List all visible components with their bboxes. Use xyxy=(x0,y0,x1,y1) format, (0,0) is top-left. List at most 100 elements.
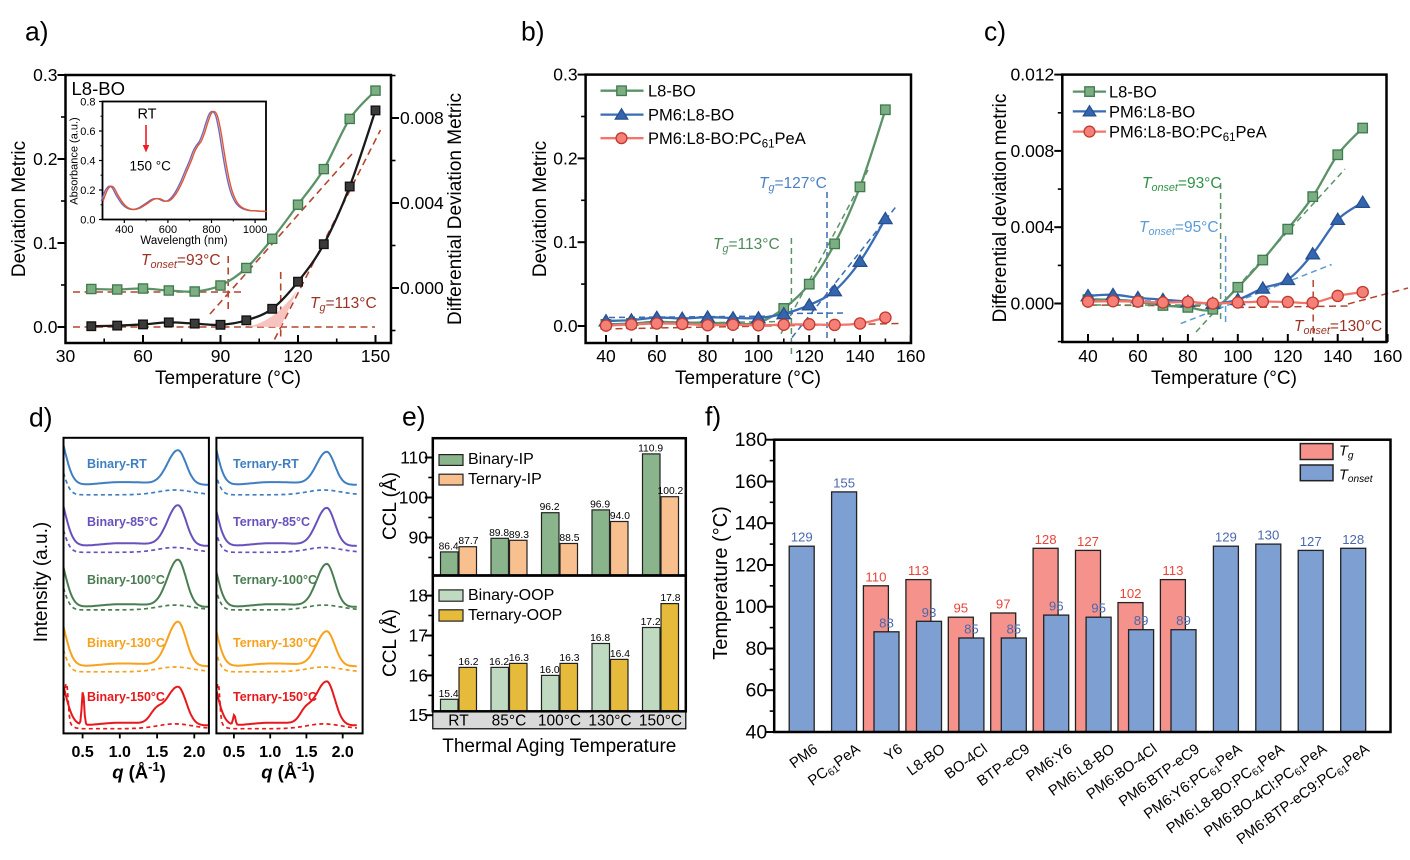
svg-text:1.5: 1.5 xyxy=(146,744,168,761)
svg-text:2.0: 2.0 xyxy=(332,744,354,761)
svg-text:80: 80 xyxy=(698,346,718,366)
svg-text:1.0: 1.0 xyxy=(109,744,131,761)
svg-text:94.0: 94.0 xyxy=(610,511,630,522)
svg-text:CCL (Å): CCL (Å) xyxy=(380,609,401,677)
svg-text:Differential Deviation Metric: Differential Deviation Metric xyxy=(445,93,466,325)
svg-text:127: 127 xyxy=(1077,534,1099,549)
svg-text:Temperature (°C): Temperature (°C) xyxy=(710,506,732,660)
svg-text:Ternary-85°C: Ternary-85°C xyxy=(233,515,310,529)
svg-text:96: 96 xyxy=(1049,599,1064,614)
svg-text:113: 113 xyxy=(1162,563,1183,578)
svg-text:180: 180 xyxy=(735,429,768,451)
svg-text:17: 17 xyxy=(409,626,428,646)
svg-text:Intensity (a.u.): Intensity (a.u.) xyxy=(31,522,52,642)
svg-text:Tg=113°C: Tg=113°C xyxy=(713,236,780,255)
svg-text:80: 80 xyxy=(745,638,767,660)
svg-text:Temperature (°C): Temperature (°C) xyxy=(155,368,301,389)
svg-text:140: 140 xyxy=(735,513,768,535)
svg-text:Absorbance (a.u.): Absorbance (a.u.) xyxy=(69,117,81,204)
svg-text:150°C: 150°C xyxy=(639,713,682,730)
svg-text:Ternary-OOP: Ternary-OOP xyxy=(468,607,562,624)
svg-text:129: 129 xyxy=(791,530,813,545)
svg-text:89.3: 89.3 xyxy=(509,530,529,541)
svg-text:c): c) xyxy=(984,16,1006,46)
svg-text:2.0: 2.0 xyxy=(183,744,205,761)
svg-text:0.5: 0.5 xyxy=(71,744,93,761)
svg-text:88: 88 xyxy=(879,615,894,630)
svg-text:Deviation Metric: Deviation Metric xyxy=(9,141,30,277)
svg-text:PM6:L8-BO: PM6:L8-BO xyxy=(1109,103,1195,121)
svg-text:16.2: 16.2 xyxy=(458,657,478,668)
svg-text:110.9: 110.9 xyxy=(638,443,663,454)
svg-text:Binary-100°C: Binary-100°C xyxy=(87,573,165,587)
svg-text:150: 150 xyxy=(361,346,390,366)
svg-text:100: 100 xyxy=(744,346,773,366)
svg-text:128: 128 xyxy=(1035,532,1057,547)
svg-text:120: 120 xyxy=(735,555,768,577)
svg-text:600: 600 xyxy=(159,224,177,236)
svg-text:120: 120 xyxy=(1273,346,1302,366)
svg-text:Thermal Aging Temperature: Thermal Aging Temperature xyxy=(442,736,676,757)
svg-text:100°C: 100°C xyxy=(538,713,581,730)
svg-text:0.5: 0.5 xyxy=(223,744,245,761)
svg-text:130: 130 xyxy=(1257,528,1279,543)
svg-text:d): d) xyxy=(29,403,53,433)
svg-text:0.0: 0.0 xyxy=(33,317,58,337)
svg-text:Tg=127°C: Tg=127°C xyxy=(759,175,827,194)
svg-text:Tg: Tg xyxy=(1339,443,1354,461)
svg-text:100: 100 xyxy=(735,596,768,618)
svg-text:155: 155 xyxy=(833,475,855,490)
svg-text:Tonset=93°C: Tonset=93°C xyxy=(141,252,221,271)
svg-text:0.0: 0.0 xyxy=(80,215,95,227)
svg-text:96.9: 96.9 xyxy=(590,499,610,510)
svg-text:100: 100 xyxy=(1223,346,1252,366)
svg-text:L8-BO: L8-BO xyxy=(1109,84,1157,102)
svg-text:140: 140 xyxy=(845,346,874,366)
svg-text:Tonset=95°C: Tonset=95°C xyxy=(1139,219,1219,238)
svg-text:96.2: 96.2 xyxy=(540,502,560,513)
svg-text:1.0: 1.0 xyxy=(259,744,281,761)
svg-text:120: 120 xyxy=(283,346,312,366)
svg-text:60: 60 xyxy=(647,346,667,366)
svg-text:128: 128 xyxy=(1342,532,1364,547)
svg-text:0.000: 0.000 xyxy=(400,278,444,298)
svg-text:15: 15 xyxy=(409,705,428,725)
svg-text:e): e) xyxy=(402,402,426,432)
svg-text:102: 102 xyxy=(1119,586,1141,601)
svg-text:b): b) xyxy=(521,17,545,47)
svg-text:0.8: 0.8 xyxy=(80,97,95,109)
svg-text:0.3: 0.3 xyxy=(553,65,577,85)
svg-text:89.8: 89.8 xyxy=(489,528,509,539)
svg-text:89: 89 xyxy=(1176,613,1191,628)
svg-text:17.8: 17.8 xyxy=(660,593,680,604)
svg-text:q (Å-1): q (Å-1) xyxy=(261,759,315,782)
svg-text:16.4: 16.4 xyxy=(610,649,630,660)
svg-text:16: 16 xyxy=(409,665,428,685)
svg-text:a): a) xyxy=(25,17,49,47)
svg-text:PM6:L8-BO: PM6:L8-BO xyxy=(648,106,734,124)
svg-text:0.012: 0.012 xyxy=(1011,65,1055,85)
svg-text:16.2: 16.2 xyxy=(489,657,509,668)
svg-text:Tg=113°C: Tg=113°C xyxy=(310,295,377,314)
svg-text:113: 113 xyxy=(908,563,929,578)
svg-text:Ternary-RT: Ternary-RT xyxy=(233,457,299,471)
svg-text:Wavelength (nm): Wavelength (nm) xyxy=(140,235,227,247)
svg-text:Ternary-100°C: Ternary-100°C xyxy=(233,573,317,587)
svg-text:Ternary-IP: Ternary-IP xyxy=(468,471,542,488)
svg-text:0.000: 0.000 xyxy=(1011,294,1055,314)
svg-text:Ternary-130°C: Ternary-130°C xyxy=(233,636,317,650)
svg-text:0.2: 0.2 xyxy=(33,149,57,169)
svg-text:15.4: 15.4 xyxy=(439,689,459,700)
svg-text:1.5: 1.5 xyxy=(295,744,317,761)
svg-text:60: 60 xyxy=(1128,346,1148,366)
svg-text:90: 90 xyxy=(409,528,429,548)
svg-text:0.2: 0.2 xyxy=(80,185,95,197)
svg-text:90: 90 xyxy=(211,346,231,366)
svg-text:97: 97 xyxy=(996,597,1011,612)
svg-text:0.2: 0.2 xyxy=(553,148,577,168)
svg-text:0.008: 0.008 xyxy=(400,108,444,128)
svg-text:16.3: 16.3 xyxy=(559,653,579,664)
svg-text:1000: 1000 xyxy=(243,224,267,236)
svg-text:16.8: 16.8 xyxy=(590,633,610,644)
svg-text:160: 160 xyxy=(735,471,768,493)
